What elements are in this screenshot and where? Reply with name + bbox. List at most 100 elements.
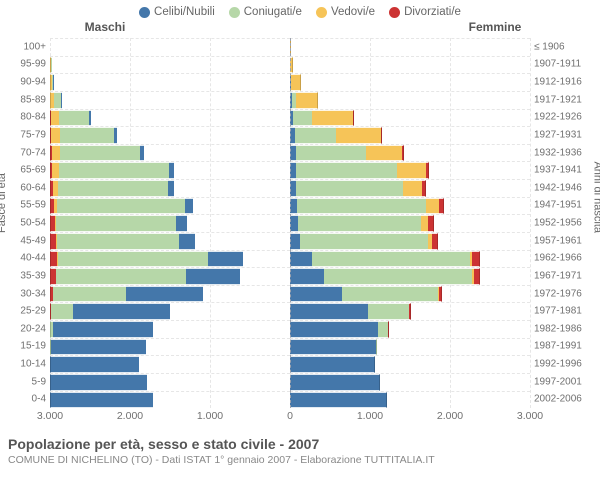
legend-item: Divorziati/e (389, 6, 461, 18)
segment-divorced (409, 303, 410, 320)
segment-single (290, 215, 298, 232)
female-bar (290, 250, 530, 268)
segment-single (169, 162, 174, 179)
male-bar (50, 161, 290, 179)
segment-divorced (422, 180, 426, 197)
birth-label: 1942-1946 (530, 182, 582, 193)
male-bar (50, 179, 290, 197)
legend-swatch (139, 7, 150, 18)
segment-single (126, 286, 203, 303)
birth-label: 1977-1981 (530, 306, 582, 317)
age-label: 95-99 (20, 59, 50, 70)
segment-married (51, 303, 73, 320)
female-bar (290, 302, 530, 320)
segment-married (298, 215, 421, 232)
birth-label: 1952-1956 (530, 218, 582, 229)
segment-single (290, 374, 380, 391)
male-bar (50, 197, 290, 215)
birth-label: 1947-1951 (530, 200, 582, 211)
segment-married (296, 145, 366, 162)
age-label: 80-84 (20, 112, 50, 123)
legend-item: Vedovi/e (316, 6, 375, 18)
segment-single (185, 198, 193, 215)
segment-single (208, 251, 243, 268)
segment-single (290, 286, 342, 303)
male-bar (50, 338, 290, 356)
male-bar (50, 391, 290, 409)
female-bar (290, 73, 530, 91)
y-right-title: Anni di nascita (592, 161, 600, 233)
age-label: 65-69 (20, 165, 50, 176)
age-label: 50-54 (20, 218, 50, 229)
segment-single (140, 145, 144, 162)
segment-married (56, 215, 176, 232)
legend-label: Celibi/Nubili (154, 6, 215, 18)
legend-swatch (389, 7, 400, 18)
legend-item: Celibi/Nubili (139, 6, 215, 18)
female-bar (290, 338, 530, 356)
female-bar (290, 197, 530, 215)
legend-label: Vedovi/e (331, 6, 375, 18)
birth-label: 1907-1911 (530, 59, 581, 70)
legend-item: Coniugati/e (229, 6, 302, 18)
x-tick: 2.000 (437, 410, 463, 422)
female-bar (290, 161, 530, 179)
age-label: 45-49 (20, 235, 50, 246)
age-label: 100+ (23, 41, 50, 52)
x-tick: 2.000 (117, 410, 143, 422)
female-bar (290, 91, 530, 109)
segment-widowed (403, 180, 421, 197)
age-label: 25-29 (20, 306, 50, 317)
segment-single (53, 321, 153, 338)
legend-swatch (229, 7, 240, 18)
segment-widowed (296, 92, 318, 109)
segment-divorced (474, 268, 481, 285)
birth-label: 1997-2001 (530, 376, 582, 387)
center-axis (290, 38, 291, 408)
age-label: 60-64 (20, 182, 50, 193)
segment-widowed (51, 110, 59, 127)
birth-label: 1917-1921 (530, 94, 582, 105)
segment-single (51, 339, 146, 356)
segment-married (296, 162, 397, 179)
x-tick: 3.000 (517, 410, 543, 422)
segment-single (50, 374, 147, 391)
segment-married (368, 303, 409, 320)
segment-divorced (472, 251, 480, 268)
male-bar (50, 38, 290, 56)
segment-married (57, 233, 179, 250)
birth-label: 1972-1976 (530, 288, 582, 299)
segment-single (50, 356, 139, 373)
segment-married (295, 127, 337, 144)
segment-widowed (291, 74, 301, 91)
male-bar (50, 144, 290, 162)
male-bar (50, 109, 290, 127)
age-label: 30-34 (20, 288, 50, 299)
segment-single (73, 303, 171, 320)
segment-single (179, 233, 195, 250)
segment-single (290, 268, 324, 285)
male-bar (50, 355, 290, 373)
header-female: Femmine (300, 20, 600, 34)
segment-widowed (421, 215, 428, 232)
male-bar (50, 285, 290, 303)
birth-label: 1992-1996 (530, 359, 582, 370)
female-bar (290, 355, 530, 373)
segment-divorced (388, 321, 389, 338)
plot-area: 100+≤ 190695-991907-191190-941912-191685… (50, 38, 530, 408)
segment-single (290, 356, 375, 373)
segment-divorced (439, 198, 444, 215)
birth-label: ≤ 1906 (530, 41, 565, 52)
segment-married (378, 321, 388, 338)
segment-widowed (52, 162, 59, 179)
age-label: 70-74 (20, 147, 50, 158)
segment-married (58, 251, 208, 268)
segment-married (296, 180, 403, 197)
segment-married (59, 110, 89, 127)
segment-single (290, 303, 368, 320)
female-bar (290, 179, 530, 197)
segment-divorced (50, 251, 57, 268)
segment-divorced (439, 286, 443, 303)
birth-label: 1987-1991 (530, 341, 582, 352)
male-bar (50, 250, 290, 268)
